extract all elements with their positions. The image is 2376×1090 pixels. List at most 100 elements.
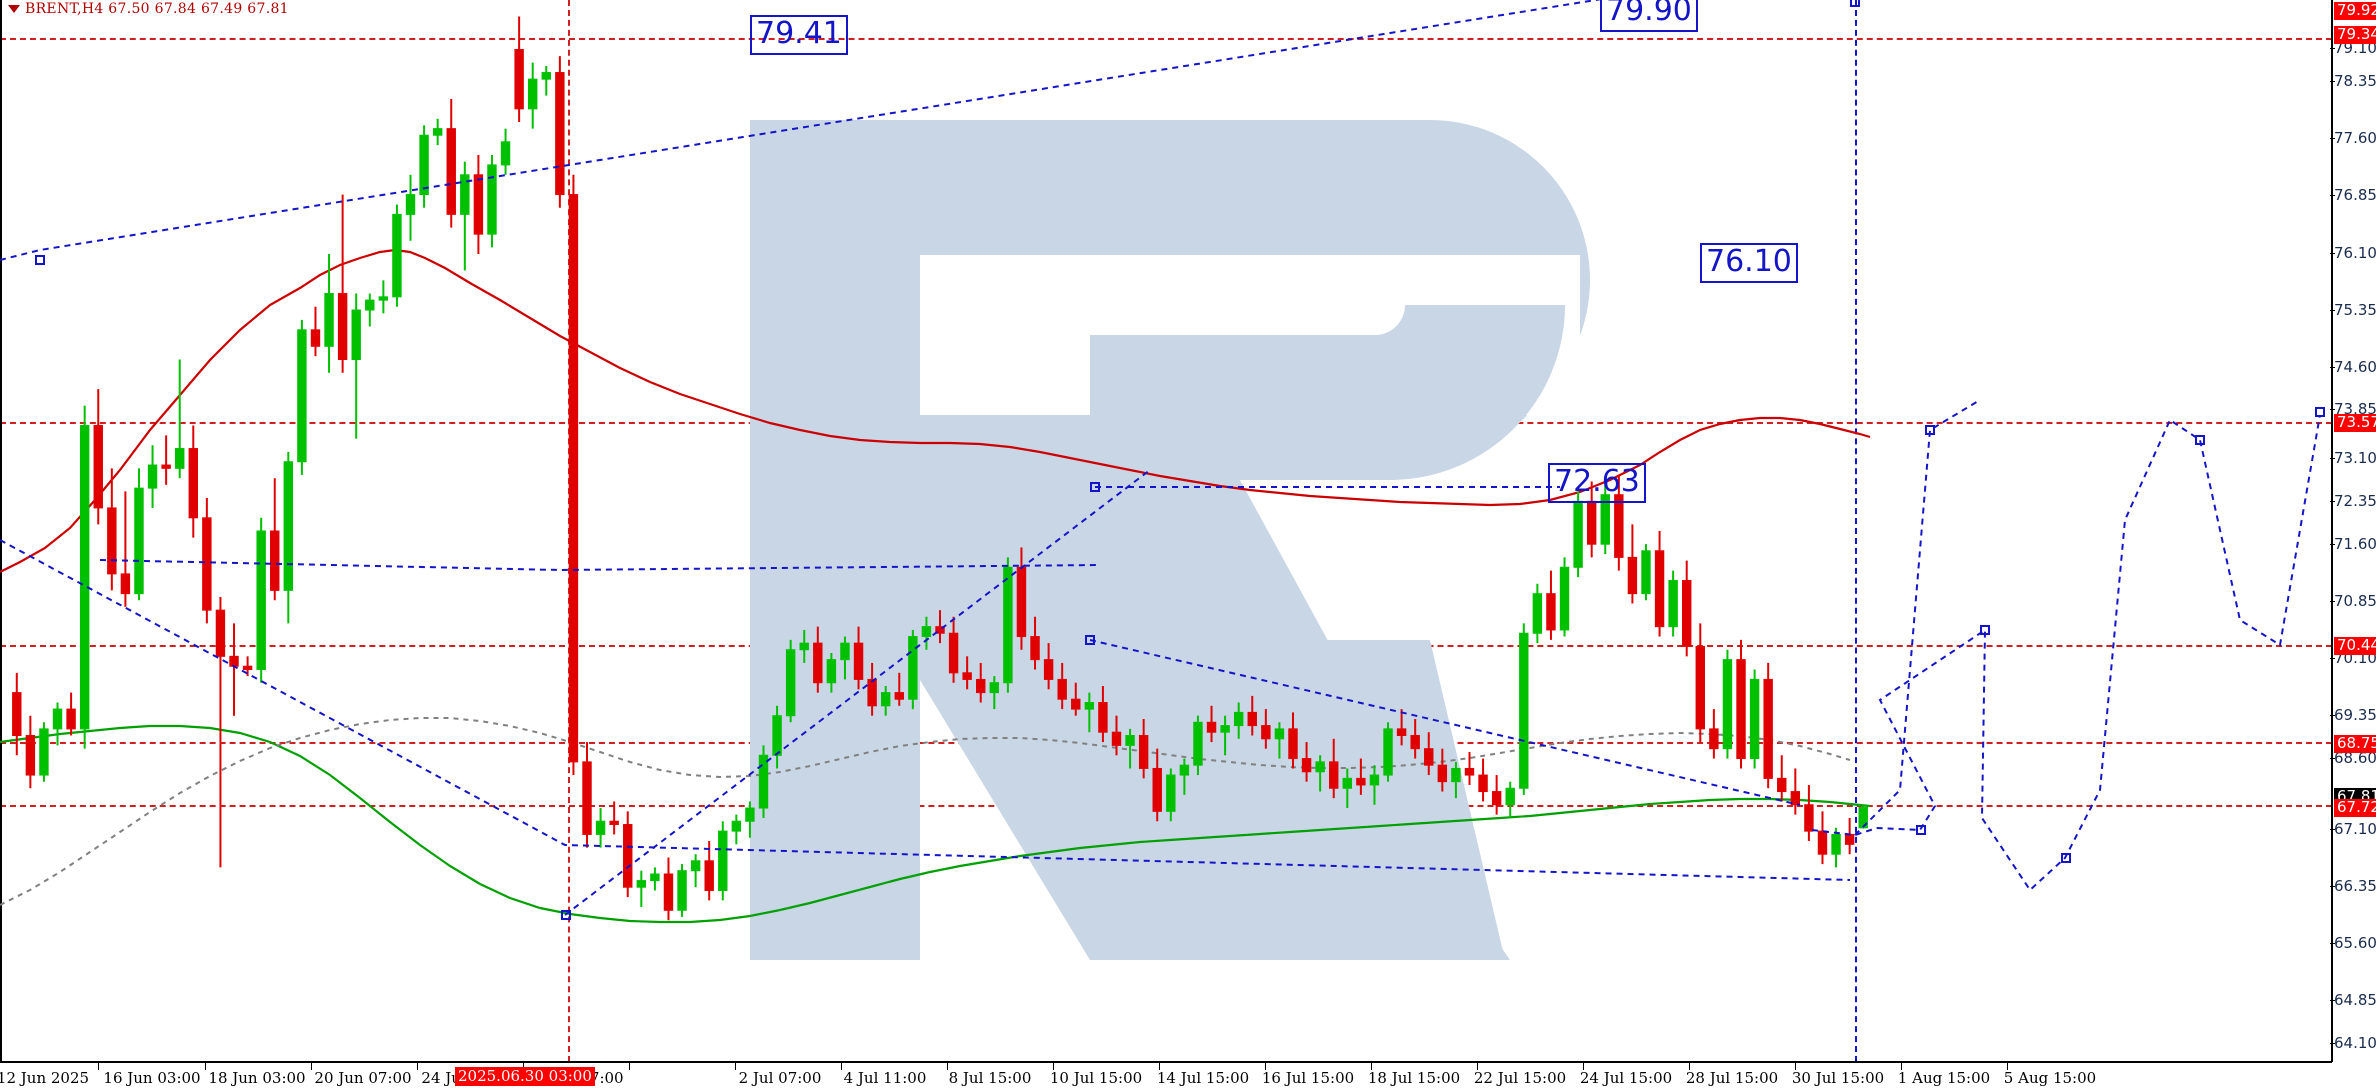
candlestick[interactable] [582,742,592,848]
candlestick[interactable] [256,517,266,683]
candlestick[interactable] [188,425,198,538]
candlestick[interactable] [989,676,1000,710]
candlestick[interactable] [52,702,63,746]
chart-title[interactable]: BRENT,H4 67.50 67.84 67.49 67.81 [8,1,289,17]
anchor-point[interactable] [561,910,571,920]
anchor-point[interactable] [1850,0,1860,7]
candlestick[interactable] [1777,755,1787,802]
candlestick[interactable] [270,478,280,601]
anchor-point[interactable] [2195,435,2205,445]
price-highlight-label[interactable]: 79.34 [2334,26,2376,44]
time-highlight-label[interactable]: 2025.06.30 03:00 [455,1067,595,1086]
candlestick[interactable] [1668,570,1678,637]
price-highlight-label[interactable]: 70.44 [2334,637,2376,655]
projection-vline-blue[interactable] [1855,0,1857,1062]
candlestick[interactable] [568,174,579,776]
candlestick[interactable] [623,811,633,898]
candlestick[interactable] [215,596,226,868]
candlestick[interactable] [853,626,864,690]
candlestick[interactable] [487,155,497,248]
candlestick[interactable] [1437,748,1448,792]
candlestick[interactable] [1098,686,1108,743]
candlestick[interactable] [609,801,619,835]
candlestick[interactable] [650,867,660,891]
zigzag-projection[interactable] [1811,414,2321,892]
anchor-point[interactable] [1980,625,1990,635]
candlestick[interactable] [1111,715,1122,756]
trendline-major-up[interactable] [0,0,1720,261]
triangle-down-icon[interactable] [8,5,20,13]
candlestick[interactable] [677,864,687,917]
candlestick[interactable] [1329,738,1339,799]
trendline-base[interactable] [99,559,1101,572]
candlestick[interactable] [174,359,185,479]
candlestick[interactable] [1559,557,1570,637]
candlestick[interactable] [1831,827,1841,868]
candlestick[interactable] [826,653,837,693]
candlestick[interactable] [392,204,402,307]
candlestick[interactable] [351,293,361,439]
candlestick[interactable] [799,629,809,663]
candlestick[interactable] [1804,784,1814,842]
trendline-lower-support[interactable] [0,539,1851,881]
candlestick[interactable] [1084,692,1095,733]
candlestick[interactable] [1682,560,1692,657]
candlestick-series[interactable] [0,0,2332,1062]
candlestick[interactable] [1614,474,1624,571]
candlestick[interactable] [880,686,891,716]
candlestick[interactable] [595,808,606,848]
candlestick[interactable] [1600,484,1610,555]
candlestick[interactable] [337,194,348,373]
anchor-point[interactable] [1925,425,1935,435]
candlestick[interactable] [1424,732,1434,776]
candlestick[interactable] [1301,742,1312,782]
candlestick[interactable] [1451,761,1461,799]
level-label-79-90[interactable]: 79.90 [1600,0,1698,32]
candlestick[interactable] [1749,669,1760,769]
candlestick[interactable] [514,16,524,123]
candlestick[interactable] [378,280,389,314]
candlestick[interactable] [745,801,755,838]
zigzag-projection-branch[interactable] [1854,399,1981,836]
anchor-point[interactable] [2315,407,2325,417]
candlestick[interactable] [365,293,375,327]
candlestick[interactable] [1057,662,1067,710]
candlestick[interactable] [1071,682,1081,716]
candlestick[interactable] [1546,570,1556,640]
candlestick[interactable] [894,672,904,706]
candlestick[interactable] [840,636,850,680]
candlestick[interactable] [473,155,484,254]
candlestick[interactable] [12,672,22,756]
candlestick[interactable] [1478,758,1488,802]
candlestick[interactable] [460,161,470,271]
candlestick[interactable] [908,629,918,710]
chart-plot-area[interactable]: 79.41 79.90 76.10 72.63 BRENT,H4 67.50 6… [0,0,2332,1062]
candlestick[interactable] [1695,623,1706,743]
candlestick[interactable] [555,56,565,208]
candlestick[interactable] [1206,705,1217,743]
candlestick[interactable] [1043,643,1054,690]
trendline-up-inner[interactable] [564,469,1151,916]
candlestick[interactable] [432,118,443,146]
candlestick[interactable] [1369,765,1380,805]
candlestick[interactable] [1166,768,1176,822]
candlestick[interactable] [976,662,986,703]
candlestick[interactable] [663,857,674,921]
anchor-point[interactable] [1085,635,1095,645]
drawing-tools-layer[interactable] [0,0,2332,1062]
candlestick[interactable] [1532,583,1543,644]
price-highlight-label[interactable]: 68.75 [2334,735,2376,753]
candlestick[interactable] [419,125,429,208]
trendline-down[interactable] [1089,639,1801,806]
price-scale[interactable]: 79.10 78.35 77.60 76.85 76.10 75.35 74.60 73.85… [2330,0,2376,1062]
anchor-point[interactable] [2061,853,2071,863]
candlestick[interactable] [935,610,945,644]
level-label-72-63[interactable]: 72.63 [1548,463,1646,503]
candlestick[interactable] [704,841,714,901]
candlestick[interactable] [107,468,117,591]
level-label-76-10[interactable]: 76.10 [1700,243,1798,283]
candlestick[interactable] [948,616,959,683]
candlestick[interactable] [93,389,103,525]
candlestick[interactable] [1627,524,1638,604]
candlestick[interactable] [1817,811,1828,865]
